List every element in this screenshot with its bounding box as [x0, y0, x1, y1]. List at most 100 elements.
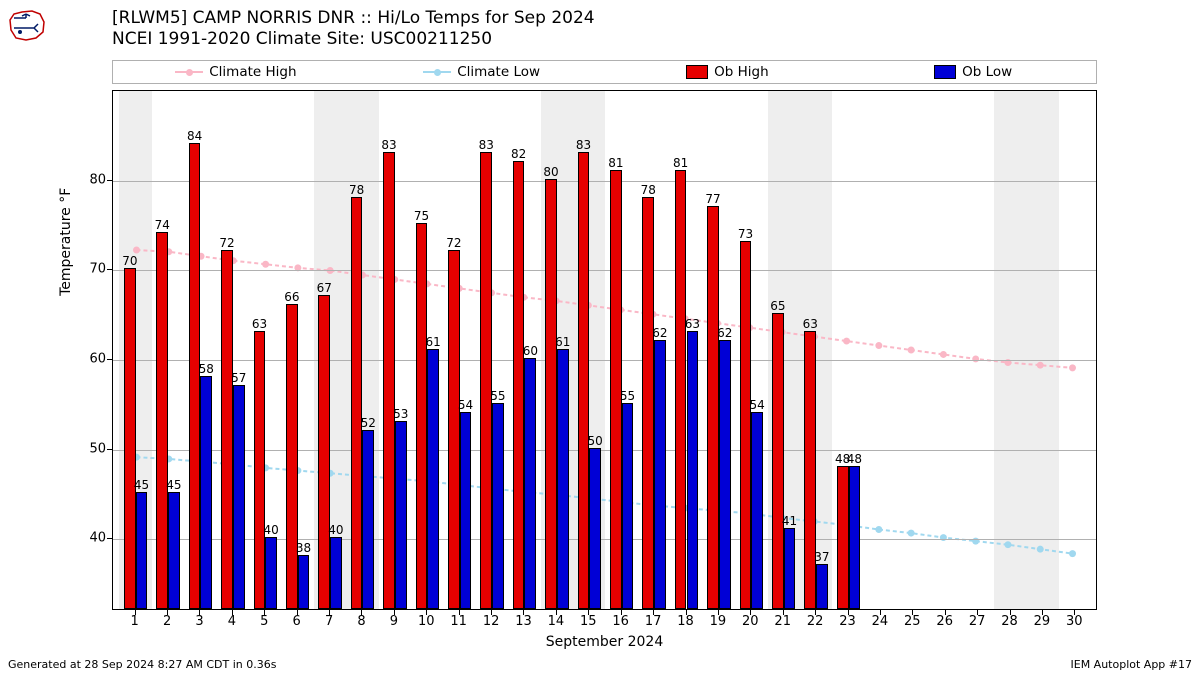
ob-low-label: 58 [199, 362, 214, 376]
ob-high-bar [189, 143, 201, 609]
ytick-mark [107, 449, 112, 450]
ytick-label: 50 [89, 441, 106, 456]
ob-low-bar [751, 412, 763, 609]
ob-low-bar [427, 349, 439, 609]
ytick-label: 40 [89, 531, 106, 546]
xtick-label: 14 [548, 614, 565, 629]
xtick-label: 19 [710, 614, 727, 629]
ob-low-bar [719, 340, 731, 609]
ytick-label: 80 [89, 172, 106, 187]
ob-high-bar [837, 466, 849, 609]
xtick-mark [686, 610, 687, 615]
xtick-label: 13 [515, 614, 532, 629]
chart-title: [RLWM5] CAMP NORRIS DNR :: Hi/Lo Temps f… [112, 8, 595, 51]
ob-low-label: 55 [620, 389, 635, 403]
ob-high-label: 81 [608, 156, 623, 170]
xtick-label: 7 [325, 614, 333, 629]
legend: Climate High Climate Low Ob High Ob Low [112, 60, 1097, 84]
xtick-label: 21 [774, 614, 791, 629]
ob-low-label: 60 [523, 344, 538, 358]
title-line1: [RLWM5] CAMP NORRIS DNR :: Hi/Lo Temps f… [112, 8, 595, 29]
ob-high-label: 75 [414, 209, 429, 223]
xtick-mark [653, 610, 654, 615]
ob-low-label: 53 [393, 407, 408, 421]
ob-low-label: 62 [717, 326, 732, 340]
climate-high-marker [843, 338, 850, 345]
ob-high-bar [740, 241, 752, 609]
ob-high-label: 73 [738, 227, 753, 241]
ob-low-bar [136, 492, 148, 609]
ob-low-bar [200, 376, 212, 609]
ob-high-label: 74 [155, 218, 170, 232]
ob-low-bar [654, 340, 666, 609]
ob-high-label: 65 [770, 299, 785, 313]
xtick-mark [783, 610, 784, 615]
ob-low-bar [622, 403, 634, 609]
ob-low-label: 38 [296, 541, 311, 555]
ob-low-bar [265, 537, 277, 609]
ob-high-bar [804, 331, 816, 609]
legend-climate-low: Climate Low [359, 64, 605, 80]
xtick-label: 26 [936, 614, 953, 629]
ytick-mark [107, 269, 112, 270]
xtick-label: 17 [645, 614, 662, 629]
xtick-mark [329, 610, 330, 615]
ob-high-bar [318, 295, 330, 609]
xtick-label: 10 [418, 614, 435, 629]
ob-high-label: 72 [446, 236, 461, 250]
ob-low-label: 52 [361, 416, 376, 430]
ytick-mark [107, 180, 112, 181]
xtick-label: 18 [677, 614, 694, 629]
xtick-mark [199, 610, 200, 615]
ob-low-label: 40 [328, 523, 343, 537]
ob-low-label: 45 [134, 478, 149, 492]
xtick-mark [1042, 610, 1043, 615]
ob-high-label: 81 [673, 156, 688, 170]
climate-high-marker [908, 347, 915, 354]
ob-low-label: 62 [652, 326, 667, 340]
xtick-label: 4 [228, 614, 236, 629]
ob-low-bar [557, 349, 569, 609]
climate-low-marker [908, 530, 915, 537]
xtick-label: 5 [260, 614, 268, 629]
ob-high-bar [480, 152, 492, 609]
ytick-label: 60 [89, 351, 106, 366]
ob-low-label: 40 [263, 523, 278, 537]
x-axis-label: September 2024 [112, 634, 1097, 650]
xtick-mark [977, 610, 978, 615]
xtick-mark [361, 610, 362, 615]
ob-high-bar [351, 197, 363, 609]
title-line2: NCEI 1991-2020 Climate Site: USC00211250 [112, 29, 595, 50]
ob-high-label: 63 [803, 317, 818, 331]
ob-low-label: 48 [847, 452, 862, 466]
ob-high-bar [545, 179, 557, 609]
climate-low-marker [1069, 550, 1076, 557]
ob-low-bar [330, 537, 342, 609]
xtick-mark [588, 610, 589, 615]
xtick-mark [135, 610, 136, 615]
ob-low-label: 63 [685, 317, 700, 331]
legend-ob-high: Ob High [605, 64, 851, 80]
ob-low-bar [849, 466, 861, 609]
ob-low-bar [589, 448, 601, 609]
climate-high-marker [972, 355, 979, 362]
xtick-mark [1074, 610, 1075, 615]
xtick-mark [750, 610, 751, 615]
ob-high-bar [416, 223, 428, 609]
ob-low-bar [395, 421, 407, 609]
xtick-mark [232, 610, 233, 615]
xtick-mark [880, 610, 881, 615]
ob-high-bar [772, 313, 784, 609]
footer-generated: Generated at 28 Sep 2024 8:27 AM CDT in … [8, 658, 276, 671]
ob-low-bar [524, 358, 536, 609]
xtick-label: 30 [1066, 614, 1083, 629]
ob-high-bar [642, 197, 654, 609]
xtick-label: 20 [742, 614, 759, 629]
ob-high-label: 77 [705, 192, 720, 206]
xtick-mark [459, 610, 460, 615]
ob-low-label: 61 [425, 335, 440, 349]
ob-low-label: 50 [587, 434, 602, 448]
xtick-label: 24 [872, 614, 889, 629]
ob-high-bar [124, 268, 136, 609]
ob-low-label: 54 [749, 398, 764, 412]
